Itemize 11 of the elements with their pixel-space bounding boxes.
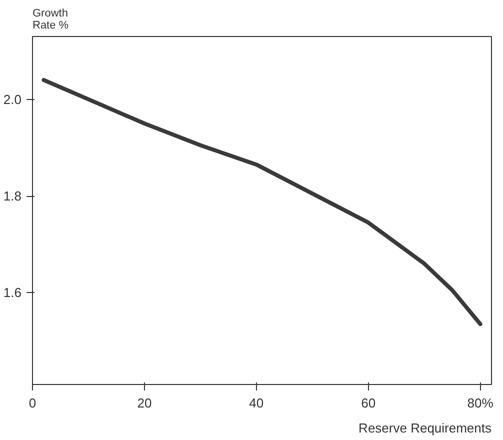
x-tick-label: 40: [249, 396, 264, 410]
x-tick-label: 20: [137, 396, 152, 410]
x-tick-label: 0: [28, 396, 36, 410]
y-tick-label: 2.0: [3, 92, 22, 107]
y-tick-label: 1.6: [3, 285, 22, 300]
y-tick-label: 1.8: [3, 188, 22, 204]
x-tick-label: 80%: [467, 396, 494, 410]
y-axis-title: Growth Rate %: [32, 8, 69, 32]
line-series: [42, 78, 482, 326]
x-axis-title: Reserve Requirements: [358, 420, 492, 436]
x-tick-label: 60: [361, 396, 376, 410]
